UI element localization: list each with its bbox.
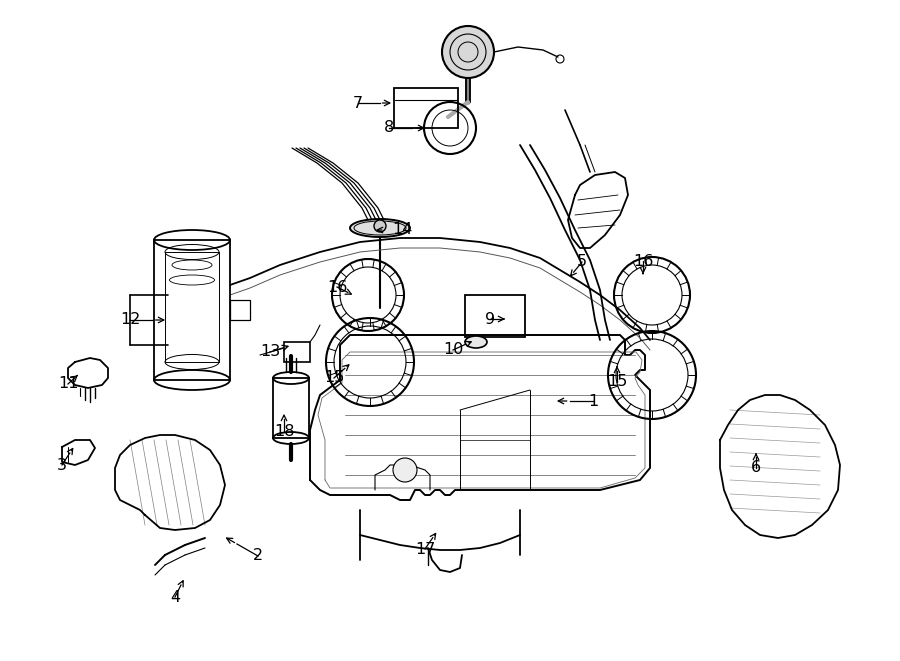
Text: 4: 4 xyxy=(170,590,180,605)
Text: 3: 3 xyxy=(57,457,67,473)
Text: 13: 13 xyxy=(260,344,280,360)
Text: 2: 2 xyxy=(253,549,263,563)
Bar xyxy=(230,300,250,320)
Text: 15: 15 xyxy=(324,371,344,385)
Ellipse shape xyxy=(350,219,410,237)
Bar xyxy=(465,295,525,337)
Text: 10: 10 xyxy=(443,342,464,358)
Text: 12: 12 xyxy=(120,313,140,327)
Bar xyxy=(273,378,309,438)
Text: 5: 5 xyxy=(577,254,587,270)
Bar xyxy=(394,88,458,128)
Text: 16: 16 xyxy=(633,254,653,268)
Text: 18: 18 xyxy=(274,424,294,440)
Text: 7: 7 xyxy=(353,95,363,110)
Text: 14: 14 xyxy=(392,223,412,237)
Circle shape xyxy=(393,458,417,482)
Bar xyxy=(165,252,219,362)
Text: 15: 15 xyxy=(607,375,627,389)
Text: 1: 1 xyxy=(588,393,598,408)
Bar xyxy=(284,342,310,362)
Text: 8: 8 xyxy=(384,120,394,136)
Ellipse shape xyxy=(465,336,487,348)
Circle shape xyxy=(374,220,386,232)
Bar xyxy=(154,240,230,380)
Text: 6: 6 xyxy=(751,461,761,475)
Text: 11: 11 xyxy=(58,377,78,391)
Circle shape xyxy=(442,26,494,78)
Text: 9: 9 xyxy=(485,311,495,327)
Text: 16: 16 xyxy=(327,280,347,295)
Text: 17: 17 xyxy=(415,541,436,557)
